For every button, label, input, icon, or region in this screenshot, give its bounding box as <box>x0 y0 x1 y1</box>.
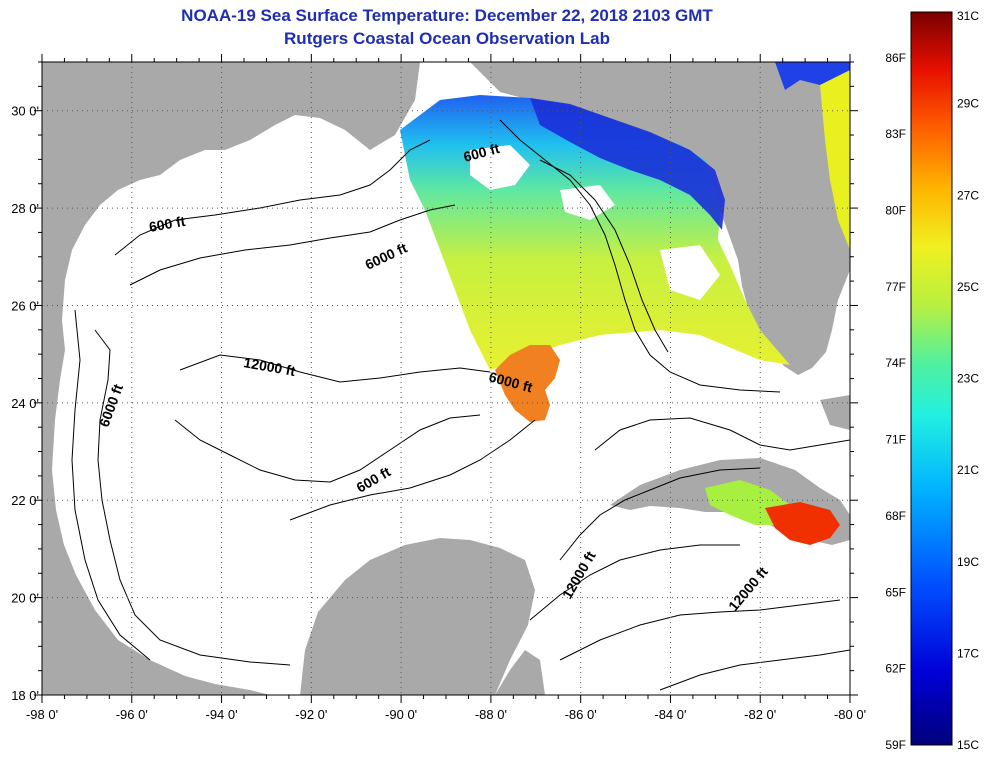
latitude-axis: 30 0' 28 0' 26 0' 24 0' 22 0' 20 0' 18 0' <box>11 61 858 703</box>
colorbar-fahrenheit-label: 68F <box>885 509 906 523</box>
lat-tick-label: 22 0' <box>11 493 39 508</box>
lon-tick-label: -94 0' <box>205 707 237 722</box>
colorbar-celsius-label: 21C <box>957 463 979 477</box>
lon-tick-label: -84 0' <box>654 707 686 722</box>
lon-tick-label: -88 0' <box>475 707 507 722</box>
lon-tick-label: -80 0' <box>834 707 866 722</box>
colorbar-fahrenheit-label: 83F <box>885 127 906 141</box>
lon-tick-label: -92 0' <box>295 707 327 722</box>
lat-tick-label: 18 0' <box>11 688 39 703</box>
land-florida <box>470 62 850 375</box>
sst-loop-current <box>495 345 560 422</box>
land-mexico-texas <box>42 62 420 695</box>
colorbar-fahrenheit-label: 86F <box>885 51 906 65</box>
lon-tick-label: -96 0' <box>116 707 148 722</box>
colorbar-celsius-label: 15C <box>957 738 979 752</box>
sst-cuba-red <box>765 502 840 545</box>
colorbar-fahrenheit-label: 71F <box>885 433 906 447</box>
colorbar-celsius-label: 25C <box>957 280 979 294</box>
land-central-america <box>495 650 545 695</box>
lat-tick-label: 30 0' <box>11 104 39 119</box>
colorbar-fahrenheit-labels: 86F 83F 80F 77F 74F 71F 68F 65F 62F 59F <box>885 51 906 752</box>
cloud-patches <box>470 145 720 300</box>
lat-tick-label: 28 0' <box>11 201 39 216</box>
colorbar-gradient <box>910 11 953 746</box>
map-subtitle: Rutgers Coastal Ocean Observation Lab <box>284 29 610 48</box>
lon-tick-label: -98 0' <box>26 707 58 722</box>
map-title: NOAA-19 Sea Surface Temperature: Decembe… <box>181 6 713 25</box>
sst-atlantic-strip <box>775 62 850 130</box>
colorbar-celsius-label: 29C <box>957 97 979 111</box>
bathymetry-contours <box>71 119 850 691</box>
colorbar-celsius-label: 23C <box>957 372 979 386</box>
land-yucatan <box>300 538 535 695</box>
colorbar-celsius-label: 31C <box>957 9 979 23</box>
lon-tick-label: -90 0' <box>385 707 417 722</box>
colorbar-celsius-label: 17C <box>957 646 979 660</box>
sst-swath-coast <box>530 98 725 230</box>
lat-tick-label: 24 0' <box>11 396 39 411</box>
lon-tick-label: -86 0' <box>565 707 597 722</box>
colorbar-celsius-labels: 31C 29C 27C 25C 23C 21C 19C 17C 15C <box>957 9 979 752</box>
contour-label-600-west: 600 ft <box>148 213 187 235</box>
map-grid <box>42 62 850 695</box>
colorbar-fahrenheit-label: 77F <box>885 280 906 294</box>
colorbar-fahrenheit-label: 80F <box>885 204 906 218</box>
sst-atlantic-warm <box>820 70 850 250</box>
longitude-axis: -98 0' -96 0' -94 0' -92 0' -90 0' -88 0' -86 … <box>26 54 866 722</box>
colorbar-fahrenheit-label: 65F <box>885 585 906 599</box>
colorbar-fahrenheit-label: 74F <box>885 356 906 370</box>
colorbar-celsius-label: 19C <box>957 555 979 569</box>
lon-tick-label: -82 0' <box>744 707 776 722</box>
colorbar-fahrenheit-label: 62F <box>885 662 906 676</box>
colorbar-fahrenheit-label: 59F <box>885 738 906 752</box>
land-bahamas <box>820 395 850 430</box>
lat-tick-label: 26 0' <box>11 298 39 313</box>
colorbar-celsius-label: 27C <box>957 188 979 202</box>
lat-tick-label: 20 0' <box>11 591 39 606</box>
